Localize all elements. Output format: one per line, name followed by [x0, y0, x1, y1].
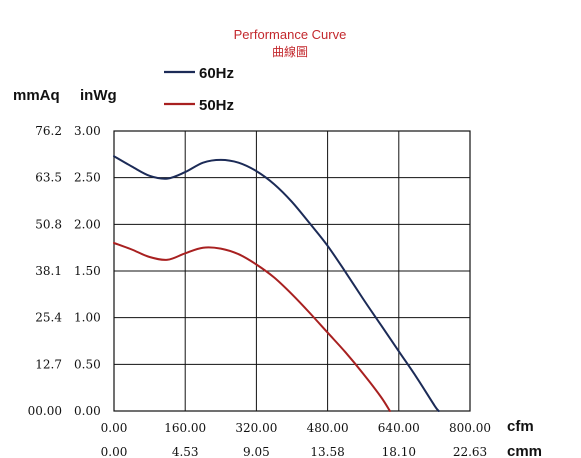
chart-title: Performance Curve — [234, 27, 347, 42]
y-tick-label-inwg: 0.50 — [74, 357, 101, 371]
y-tick-label-inwg: 2.00 — [74, 217, 101, 231]
x-unit-cfm: cfm — [507, 418, 534, 435]
x-unit-cmm: cmm — [507, 443, 542, 458]
y-tick-label-inwg: 3.00 — [74, 124, 101, 138]
series-group — [113, 155, 440, 412]
x-tick-label-cfm: 640.00 — [378, 421, 420, 435]
x-tick-label-cfm: 320.00 — [235, 421, 277, 435]
y-tick-label-mmaq: 76.2 — [35, 124, 62, 138]
legend-label-50hz: 50Hz — [199, 97, 234, 114]
y-unit-mmaq: mmAq — [13, 87, 60, 104]
x-tick-label-cfm: 480.00 — [307, 421, 349, 435]
y-tick-label-inwg: 1.50 — [74, 264, 101, 278]
x-tick-label-cmm: 0.00 — [101, 445, 128, 458]
legend: 60Hz 50Hz — [164, 65, 234, 114]
chart-subtitle: 曲線圖 — [272, 44, 308, 59]
y-tick-label-mmaq: 38.1 — [35, 264, 62, 278]
y-tick-label-mmaq: 12.7 — [35, 357, 62, 371]
series-line-50hz — [113, 242, 391, 412]
y-tick-label-mmaq: 50.8 — [35, 217, 62, 231]
x-tick-label-cmm: 18.10 — [382, 445, 416, 458]
x-tick-label-cfm: 160.00 — [164, 421, 206, 435]
grid — [114, 131, 470, 411]
y-unit-inwg: inWg — [80, 87, 117, 104]
x-tick-label-cfm: 800.00 — [449, 421, 491, 435]
y-tick-label-mmaq: 25.4 — [35, 311, 62, 325]
x-tick-label-cmm: 22.63 — [453, 445, 487, 458]
plot-frame — [113, 130, 471, 412]
series-line-60hz — [113, 155, 440, 412]
x-tick-label-cmm: 9.05 — [243, 445, 270, 458]
y-tick-label-inwg: 1.00 — [74, 311, 101, 325]
y-tick-label-mmaq: 63.5 — [35, 171, 62, 185]
y-tick-label-mmaq: 00.00 — [28, 404, 62, 418]
tick-labels: 3.00 2.50 2.00 1.50 1.00 0.50 0.00 76.2 63.5 50.8… — [28, 124, 491, 458]
x-tick-label-cfm: 0.00 — [101, 421, 128, 435]
y-tick-label-inwg: 2.50 — [74, 171, 101, 185]
legend-label-60hz: 60Hz — [199, 65, 234, 82]
y-tick-label-inwg: 0.00 — [74, 404, 101, 418]
x-tick-label-cmm: 4.53 — [172, 445, 199, 458]
x-tick-label-cmm: 13.58 — [310, 445, 344, 458]
